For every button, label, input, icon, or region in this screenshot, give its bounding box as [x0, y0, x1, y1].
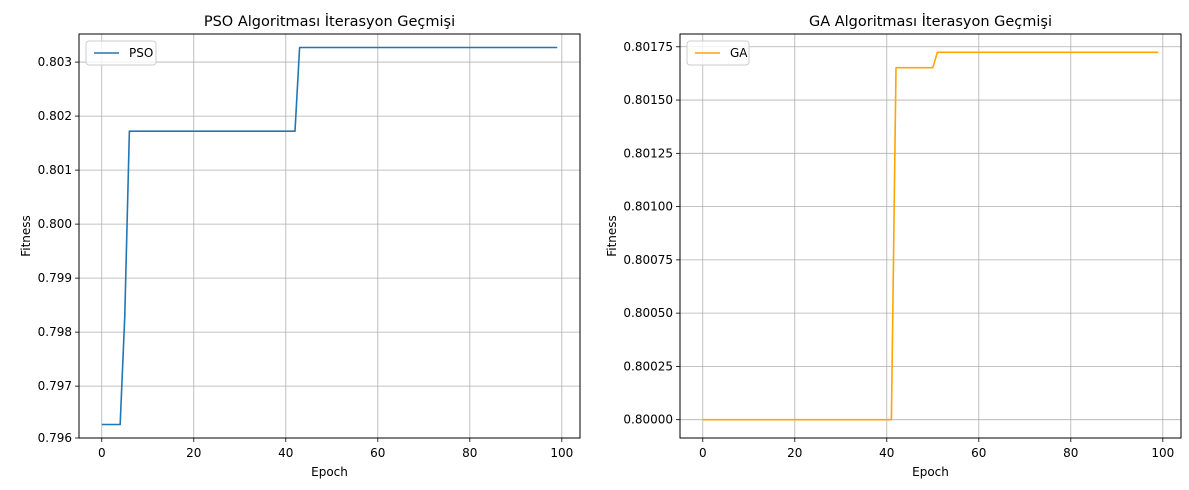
pso-x-tick-label: 40	[278, 446, 293, 460]
ga-y-tick-label: 0.80100	[623, 200, 673, 214]
pso-series-line	[101, 46, 558, 426]
pso-x-tick-label: 0	[98, 446, 106, 460]
ga-chart: 0 20 40 60 80 100 0.80000 0.80025 0.80050 0.80075…	[605, 12, 1182, 479]
ga-axes-frame	[679, 33, 1182, 439]
pso-y-tick-label: 0.801	[38, 163, 72, 177]
ga-x-tick-label: 20	[787, 446, 802, 460]
ga-x-tick-label: 0	[699, 446, 707, 460]
pso-chart: 0 20 40 60 80 100 0.797 0.798 0.799 0.800 0.801 0.8…	[19, 12, 581, 479]
pso-x-axis-label: Epoch	[311, 465, 348, 479]
ga-y-tick-label: 0.80000	[623, 413, 673, 427]
pso-axes-frame	[78, 33, 581, 439]
pso-y-tick-label: 0.796	[38, 431, 72, 445]
ga-x-axis-label: Epoch	[912, 465, 949, 479]
ga-y-tick-label: 0.80075	[623, 253, 673, 267]
ga-x-tick-label: 60	[971, 446, 986, 460]
pso-chart-title: PSO Algoritması İterasyon Geçmişi	[204, 12, 455, 30]
ga-chart-title: GA Algoritması İterasyon Geçmişi	[809, 12, 1052, 30]
ga-y-tick-label: 0.80050	[623, 306, 673, 320]
pso-y-tick-label: 0.800	[38, 217, 72, 231]
ga-y-tick-label: 0.80025	[623, 359, 673, 373]
ga-legend-label: GA	[730, 46, 748, 60]
pso-y-tick-label: 0.799	[38, 271, 72, 285]
pso-legend	[85, 40, 157, 66]
pso-x-tick-label: 20	[186, 446, 201, 460]
ga-y-tick-label: 0.80150	[623, 93, 673, 107]
ga-x-tick-label: 80	[1063, 446, 1078, 460]
pso-y-axis-label: Fitness	[19, 215, 33, 257]
pso-x-tick-label: 80	[462, 446, 477, 460]
ga-series-line	[702, 51, 1159, 421]
pso-x-tick-label: 100	[550, 446, 573, 460]
ga-y-tick-label: 0.80125	[623, 146, 673, 160]
ga-x-tick-label: 100	[1151, 446, 1174, 460]
pso-legend-label: PSO	[129, 46, 153, 60]
pso-y-tick-label: 0.798	[38, 325, 72, 339]
ga-x-tick-label: 40	[879, 446, 894, 460]
pso-x-tick-label: 60	[370, 446, 385, 460]
pso-y-tick-label: 0.803	[38, 55, 72, 69]
ga-y-axis-label: Fitness	[605, 215, 619, 257]
pso-y-tick-label: 0.797	[38, 379, 72, 393]
pso-y-tick-label: 0.802	[38, 109, 72, 123]
ga-y-tick-label: 0.80175	[623, 40, 673, 54]
